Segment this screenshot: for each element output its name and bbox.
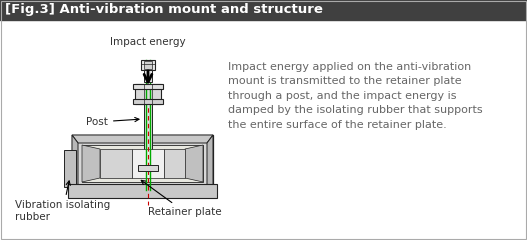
- Text: [Fig.3] Anti-vibration mount and structure: [Fig.3] Anti-vibration mount and structu…: [5, 4, 323, 17]
- Bar: [82, 145, 203, 182]
- Text: Post: Post: [86, 117, 139, 127]
- Bar: [72, 135, 213, 192]
- Text: Impact energy applied on the anti-vibration
mount is transmitted to the retainer: Impact energy applied on the anti-vibrat…: [228, 62, 483, 130]
- Bar: [144, 70, 152, 82]
- Bar: [0, 0, 527, 20]
- Bar: [68, 184, 217, 198]
- Bar: [133, 99, 163, 104]
- Polygon shape: [72, 135, 78, 192]
- Bar: [64, 150, 76, 187]
- Bar: [141, 60, 155, 70]
- Polygon shape: [164, 149, 185, 178]
- Polygon shape: [100, 149, 132, 178]
- Bar: [144, 104, 152, 168]
- Polygon shape: [207, 135, 213, 192]
- Text: Vibration isolating
rubber: Vibration isolating rubber: [15, 181, 110, 222]
- Text: Impact energy: Impact energy: [110, 37, 186, 47]
- Bar: [132, 149, 164, 178]
- Polygon shape: [72, 135, 213, 143]
- Polygon shape: [82, 145, 100, 182]
- Text: Retainer plate: Retainer plate: [141, 180, 222, 217]
- Bar: [133, 84, 163, 89]
- Polygon shape: [185, 145, 203, 182]
- Bar: [138, 165, 158, 171]
- Bar: [144, 61, 152, 69]
- Bar: [135, 84, 161, 104]
